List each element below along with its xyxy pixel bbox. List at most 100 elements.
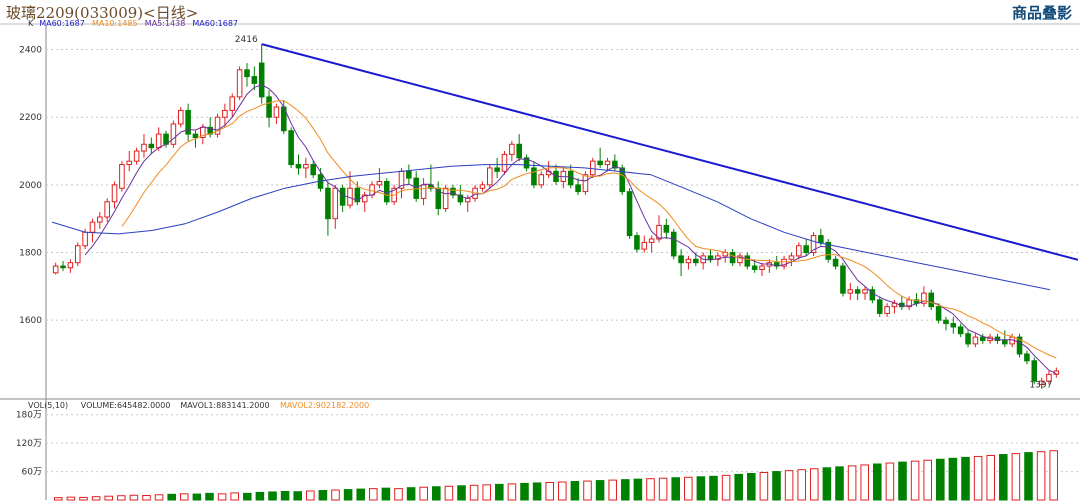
volume-bar [898,461,907,501]
volume-bar [520,482,529,501]
volume-bar [280,490,290,501]
volume-bar [91,496,101,501]
volume-bar [948,457,958,501]
vol-legend-entry: MAVOL2:902182.2000 [280,401,369,410]
volume-bar [973,455,983,501]
candle-body [921,292,927,304]
volume-bar [293,491,302,501]
volume-bar [507,483,517,501]
candle-body [82,231,88,247]
volume-bar [243,492,252,501]
chart-title: 玻璃2209(033009)<日线> [6,4,199,22]
candle-body [1046,373,1052,382]
volume-bar [343,489,353,501]
candle-body [693,258,699,264]
candle-body [854,289,861,294]
volume-bar [268,491,277,501]
volume-bar [759,472,769,501]
candle-body [788,255,795,260]
candle-body [420,184,427,199]
candle-body [155,133,162,149]
trendline [261,43,1079,261]
y-tick-label: 1600 [19,316,42,326]
candle-body [303,164,309,169]
volume-bar [658,477,668,501]
candle-body [957,326,964,335]
volume-bar [583,480,592,501]
volume-bar [230,492,239,501]
volume-bar [495,483,504,501]
volume-bar [784,470,794,501]
volume-bar [104,495,113,501]
candle-body [251,76,258,84]
candle-body [634,235,640,250]
volume-bar [469,484,479,501]
volume-bar [810,468,819,501]
candle-body [884,306,890,314]
volume-bar [1049,450,1058,501]
candle-body [913,299,920,304]
candle-body [744,255,751,267]
candle-body [325,187,331,220]
candle-body [52,265,59,274]
ma10-line [121,100,1057,359]
volume-bar [117,495,126,501]
candle-body [678,255,684,264]
volume-bar [192,493,202,501]
volume-bar [923,459,932,501]
candle-body [222,109,228,118]
brand-label[interactable]: 商品叠影 [1011,4,1072,22]
candle-body [979,336,986,341]
volume-bar [910,460,920,501]
y-tick-label: 2200 [19,113,42,123]
candle-body [494,167,500,172]
candle-body [310,164,316,176]
candle-body [950,323,957,328]
candle-body [862,289,868,294]
candle-body [214,116,221,135]
candle-body [354,187,361,203]
candle-body [339,187,346,206]
candle-body [935,306,942,321]
legend-entry: MA10:1485 [92,19,138,28]
candle-body [1002,339,1008,345]
candle-body [810,235,817,254]
candle-body [361,194,368,203]
volume-bar [822,467,832,501]
candle-body [141,143,147,152]
candle-body [597,160,603,166]
legend-entry: MA60:1687 [39,19,85,28]
candle-body [538,174,545,186]
vol-legend-entry: VOL(5,10) [28,401,68,410]
volume-bar [306,490,315,501]
volume-bar [633,478,643,501]
vol-tick-label: 180万 [16,411,42,421]
candle-body [582,174,589,193]
volume-bar [608,479,617,501]
volume-bar [1036,451,1046,501]
vol-tick-label: 120万 [16,439,42,449]
volume-bar [734,473,743,501]
legend-entry: MA60:1687 [192,19,238,28]
volume-bar [255,491,265,501]
volume-bar [558,481,567,501]
y-tick-label: 2400 [19,46,42,56]
candle-body [97,216,103,223]
candle-body [1016,336,1023,355]
volume-bar [961,456,970,501]
volume-bar [860,464,869,501]
volume-bar [142,495,151,501]
volume-bar [747,472,756,501]
candle-body [457,194,464,203]
volume-bar [318,490,328,501]
candle-body [60,265,66,269]
candle-body [258,62,265,98]
legend-entry: MA5:1438 [145,19,186,28]
candle-body [509,143,515,155]
candle-body [1038,380,1045,385]
candle-body [523,157,530,169]
volume-bar [772,471,781,501]
candle-body [928,292,935,308]
